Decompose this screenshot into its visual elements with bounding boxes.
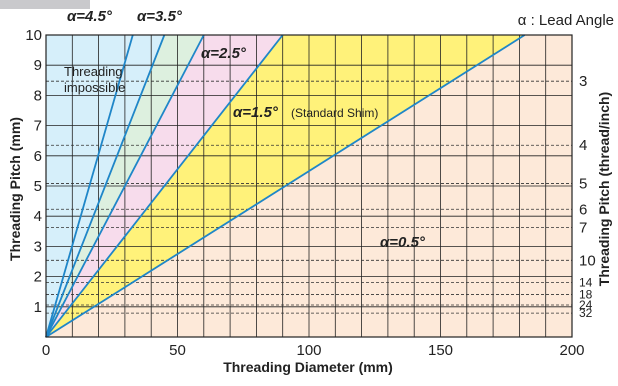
y-tick-label: 7 <box>34 118 42 135</box>
label-alpha-1-5: α=1.5° <box>233 104 279 121</box>
threading-impossible-line1: Threading <box>64 64 123 79</box>
y-tick-label: 4 <box>34 208 42 225</box>
y-tick-label: 5 <box>34 178 42 195</box>
y2-tick-label: 4 <box>579 137 587 154</box>
y-axis-title: Threading Pitch (mm) <box>7 117 23 261</box>
y-tick-label: 10 <box>25 27 42 44</box>
inch-pitch-dashed-lines <box>46 80 572 314</box>
y2-tick-label: 5 <box>579 176 587 193</box>
lead-angle-lines <box>45 34 526 338</box>
y2-tick-label: 6 <box>579 201 587 218</box>
lead-angle-line <box>45 34 166 338</box>
lead-angle-line <box>45 34 134 338</box>
label-alpha-3-5: α=3.5° <box>137 8 183 25</box>
y2-tick-label: 14 <box>579 275 593 289</box>
x-tick-label: 0 <box>42 342 50 359</box>
x-tick-label: 100 <box>296 342 321 359</box>
plot-frame <box>45 34 573 338</box>
y2-tick-label: 10 <box>579 252 596 269</box>
lead-angle-legend: α : Lead Angle <box>518 12 614 29</box>
x-axis-ticks: 0 50 100 150 200 <box>42 342 585 359</box>
y-tick-label: 1 <box>34 299 42 316</box>
label-alpha-2-5: α=2.5° <box>201 45 247 62</box>
lead-angle-line <box>45 34 526 338</box>
x-tick-label: 50 <box>169 342 186 359</box>
y2-tick-label: 32 <box>579 306 593 320</box>
y-tick-label: 8 <box>34 87 42 104</box>
x-axis-title: Threading Diameter (mm) <box>223 359 393 375</box>
standard-shim-label: (Standard Shim) <box>291 106 378 120</box>
header-tab <box>0 0 90 9</box>
y2-axis-title: Threading Pitch (thread/inch) <box>596 92 612 286</box>
x-tick-label: 150 <box>428 342 453 359</box>
lead-angle-line <box>45 34 205 338</box>
x-tick-label: 200 <box>559 342 584 359</box>
y2-tick-label: 7 <box>579 219 587 236</box>
y2-tick-label: 18 <box>579 287 593 301</box>
threading-impossible-line2: impossible <box>64 80 125 95</box>
label-alpha-4-5: α=4.5° <box>67 8 113 25</box>
lead-angle-line <box>45 34 284 338</box>
y2-tick-label: 24 <box>579 298 593 312</box>
y-axis-ticks: 1 2 3 4 5 6 7 8 9 10 <box>25 27 42 316</box>
y2-tick-label: 3 <box>579 73 587 90</box>
y-tick-label: 2 <box>34 269 42 286</box>
y-tick-label: 9 <box>34 57 42 74</box>
y-tick-label: 6 <box>34 148 42 165</box>
y-tick-label: 3 <box>34 238 42 255</box>
label-alpha-0-5: α=0.5° <box>380 234 426 251</box>
